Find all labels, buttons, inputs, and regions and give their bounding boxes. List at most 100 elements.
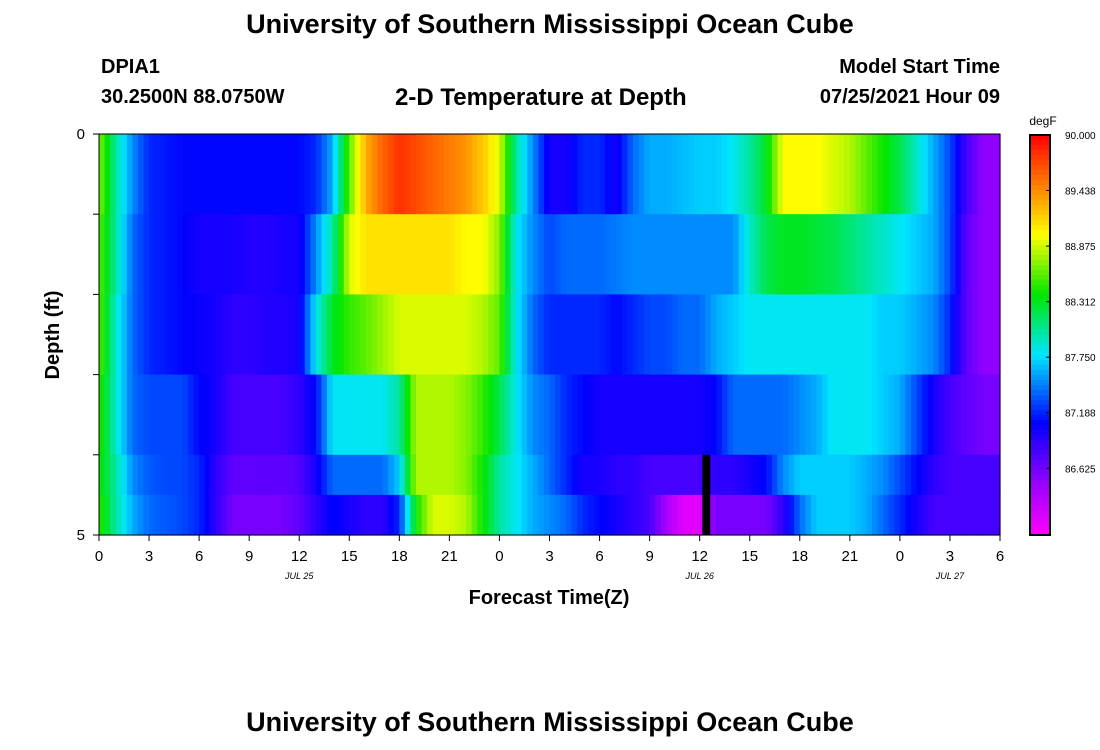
y-axis-label: Depth (ft) bbox=[42, 291, 64, 380]
heatmap-cell bbox=[849, 454, 856, 496]
heatmap-cell bbox=[694, 294, 701, 376]
heatmap-cell bbox=[360, 374, 367, 456]
heatmap-cell bbox=[549, 494, 556, 536]
heatmap-cell bbox=[154, 214, 161, 295]
heatmap-cell bbox=[160, 374, 167, 456]
heatmap-cell bbox=[443, 214, 450, 295]
heatmap-cell bbox=[154, 494, 161, 536]
heatmap-cell bbox=[516, 294, 523, 376]
heatmap-cell bbox=[432, 374, 439, 456]
heatmap-cell bbox=[393, 454, 400, 496]
heatmap-cell bbox=[438, 374, 445, 456]
heatmap-cell bbox=[115, 134, 122, 215]
heatmap-cell bbox=[226, 374, 234, 456]
heatmap-cell bbox=[410, 454, 417, 496]
heatmap-cell bbox=[343, 494, 350, 536]
heatmap-cell bbox=[549, 134, 556, 215]
heatmap-cell bbox=[810, 494, 818, 536]
heatmap-cell bbox=[432, 214, 439, 295]
colorbar-segment bbox=[1030, 425, 1050, 431]
heatmap-cell bbox=[310, 494, 317, 536]
heatmap-cell bbox=[560, 454, 567, 496]
heatmap-cell bbox=[872, 374, 879, 456]
heatmap-cell bbox=[777, 494, 784, 536]
heatmap-cell bbox=[710, 294, 717, 376]
heatmap-cell bbox=[538, 494, 545, 536]
heatmap-cell bbox=[844, 294, 851, 376]
heatmap-cell bbox=[610, 374, 617, 456]
heatmap-cell bbox=[621, 374, 628, 456]
colorbar-segment bbox=[1030, 265, 1050, 271]
heatmap-cell bbox=[104, 454, 111, 496]
heatmap-cell bbox=[566, 494, 573, 536]
heatmap-cell bbox=[104, 494, 111, 536]
heatmap-cell bbox=[949, 294, 957, 376]
heatmap-cell bbox=[416, 214, 423, 295]
heatmap-cell bbox=[477, 494, 484, 536]
heatmap-cell bbox=[599, 374, 606, 456]
colorbar-segment bbox=[1030, 445, 1050, 451]
colorbar-segment bbox=[1030, 285, 1050, 291]
heatmap-cell bbox=[499, 454, 506, 496]
heatmap-cell bbox=[160, 214, 167, 295]
heatmap-cell bbox=[749, 214, 756, 295]
heatmap-cell bbox=[132, 294, 139, 376]
heatmap-cell bbox=[605, 214, 612, 295]
heatmap-cell bbox=[182, 214, 189, 295]
heatmap-cell bbox=[555, 374, 562, 456]
heatmap-cell bbox=[154, 134, 161, 215]
heatmap-cell bbox=[638, 374, 645, 456]
heatmap-cell bbox=[421, 454, 428, 496]
heatmap-cell bbox=[199, 294, 206, 376]
heatmap-cell bbox=[810, 134, 818, 215]
heatmap-cell bbox=[805, 214, 812, 295]
heatmap-cell bbox=[377, 374, 384, 456]
heatmap-cell bbox=[454, 374, 462, 456]
colorbar-segment bbox=[1030, 410, 1050, 416]
heatmap-cell bbox=[949, 494, 957, 536]
heatmap-cell bbox=[649, 454, 656, 496]
heatmap-cell bbox=[132, 374, 139, 456]
heatmap-cell bbox=[944, 294, 951, 376]
heatmap-cell bbox=[321, 214, 328, 295]
heatmap-cell bbox=[616, 374, 623, 456]
heatmap-cell bbox=[977, 454, 984, 496]
heatmap-cell bbox=[705, 374, 712, 456]
heatmap-cell bbox=[599, 294, 606, 376]
heatmap-cell bbox=[165, 454, 172, 496]
heatmap-cell bbox=[794, 214, 801, 295]
heatmap-cell bbox=[365, 494, 373, 536]
heatmap-cell bbox=[827, 494, 834, 536]
heatmap-cell bbox=[349, 294, 356, 376]
heatmap-cell bbox=[215, 214, 222, 295]
heatmap-cell bbox=[399, 214, 406, 295]
heatmap-cell bbox=[499, 294, 506, 376]
heatmap-cell bbox=[944, 214, 951, 295]
heatmap-cell bbox=[738, 454, 745, 496]
heatmap-cell bbox=[215, 494, 222, 536]
heatmap-cell bbox=[599, 134, 606, 215]
heatmap-cell bbox=[733, 374, 740, 456]
colorbar-segment bbox=[1030, 245, 1050, 251]
heatmap-cell bbox=[677, 294, 684, 376]
heatmap-cell bbox=[966, 454, 973, 496]
heatmap-cell bbox=[304, 494, 311, 536]
heatmap-cell bbox=[933, 214, 940, 295]
heatmap-cell bbox=[516, 214, 523, 295]
heatmap-cell bbox=[276, 454, 284, 496]
heatmap-cell bbox=[877, 214, 884, 295]
heatmap-cell bbox=[271, 134, 278, 215]
colorbar-tick-label: 87.750 bbox=[1065, 353, 1096, 364]
heatmap-cell bbox=[137, 214, 145, 295]
heatmap-cell bbox=[988, 134, 996, 215]
x-date-label: JUL 27 bbox=[935, 571, 965, 581]
heatmap-cell bbox=[121, 214, 128, 295]
heatmap-cell bbox=[833, 494, 840, 536]
heatmap-cell bbox=[716, 214, 723, 295]
heatmap-cell bbox=[566, 134, 573, 215]
heatmap-cell bbox=[416, 374, 423, 456]
heatmap-cell bbox=[577, 214, 584, 295]
heatmap-cell bbox=[510, 134, 517, 215]
heatmap-cell bbox=[905, 294, 912, 376]
heatmap-cell bbox=[771, 374, 779, 456]
